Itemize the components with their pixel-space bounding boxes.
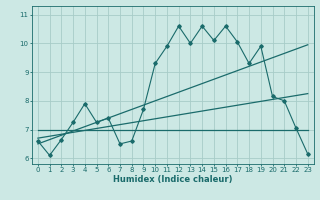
X-axis label: Humidex (Indice chaleur): Humidex (Indice chaleur) [113, 175, 233, 184]
